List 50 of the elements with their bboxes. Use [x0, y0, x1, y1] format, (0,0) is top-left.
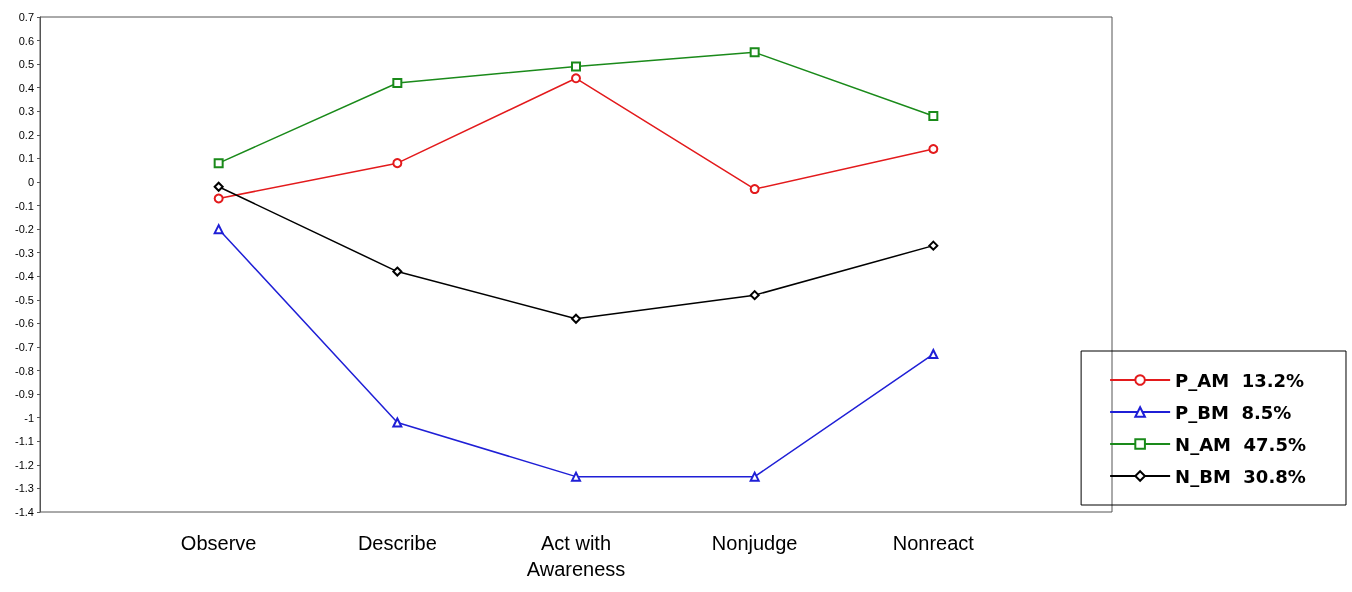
y-tick-label: -0.9 — [15, 388, 34, 401]
point — [571, 73, 581, 84]
point — [749, 290, 760, 301]
y-tick-label: 0.6 — [18, 34, 34, 47]
point — [749, 47, 760, 58]
point — [213, 224, 224, 235]
point — [213, 158, 224, 169]
point — [928, 111, 939, 121]
y-tick-label: -0.7 — [15, 341, 34, 353]
point — [571, 313, 581, 324]
x-tick-label: Observe — [180, 532, 257, 554]
point — [213, 181, 224, 192]
point — [392, 266, 403, 277]
x-tick-label: Describe — [357, 532, 437, 554]
point — [392, 158, 403, 169]
y-tick-label: 0.4 — [18, 81, 34, 94]
point — [928, 144, 939, 154]
y-tick-label: -0.6 — [15, 317, 34, 330]
point — [571, 61, 581, 72]
y-tick-label: -0.5 — [15, 293, 34, 306]
y-tick-label: 0.3 — [18, 105, 34, 118]
y-tick-label: -1.1 — [15, 435, 34, 448]
point — [749, 184, 760, 195]
y-tick-label: -1 — [24, 411, 34, 424]
x-tick-label: Nonjudge — [711, 532, 798, 554]
y-tick-label: 0.7 — [18, 11, 34, 23]
y-tick-label: -0.4 — [15, 270, 34, 283]
y-tick-label: 0.2 — [18, 128, 34, 141]
point — [392, 417, 403, 428]
y-tick-label: 0 — [27, 176, 34, 188]
y-tick-label: -0.2 — [15, 223, 34, 236]
y-tick-label: -1.3 — [15, 482, 34, 495]
legend-label: P_AM 13.2% — [1175, 369, 1305, 391]
y-tick-label: 0.5 — [18, 58, 34, 71]
legend-label: P_BM 8.5% — [1175, 401, 1292, 423]
point — [571, 471, 581, 482]
y-tick-label: -1.4 — [15, 506, 34, 518]
legend-label: N_BM 30.8% — [1175, 465, 1306, 487]
legend-label: N_AM 47.5% — [1175, 433, 1306, 455]
y-tick-label: -0.3 — [15, 246, 34, 259]
x-tick-label: Nonreact — [892, 532, 975, 554]
y-tick-label: -1.2 — [15, 458, 34, 471]
point — [392, 78, 403, 88]
point — [749, 471, 760, 482]
y-tick-label: -0.8 — [15, 364, 34, 377]
x-tick-label: Act with Awareness — [526, 532, 626, 580]
point — [213, 193, 224, 204]
y-tick-label: -0.1 — [15, 199, 34, 212]
y-tick-label: 0.1 — [18, 152, 34, 165]
point — [928, 240, 939, 251]
